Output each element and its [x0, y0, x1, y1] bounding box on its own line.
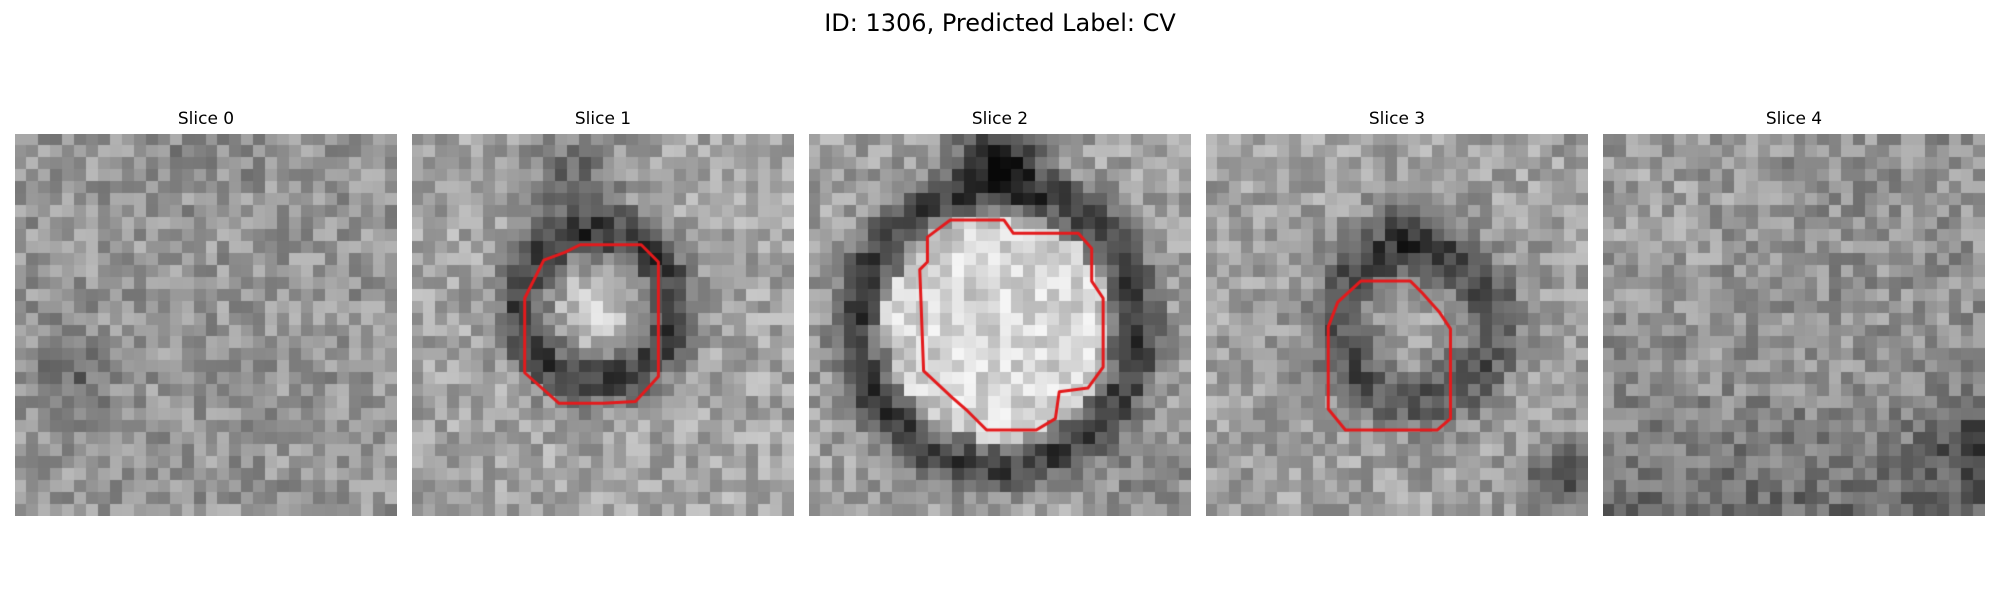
slice-title: Slice 1: [574, 109, 632, 129]
slice-image: [809, 134, 1191, 516]
slice-title: Slice 2: [971, 109, 1029, 129]
slice-image: [412, 134, 794, 516]
slice-title: Slice 3: [1368, 109, 1426, 129]
slice-title: Slice 0: [177, 109, 235, 129]
figure-title: ID: 1306, Predicted Label: CV: [824, 9, 1176, 37]
slice-image: [1206, 134, 1588, 516]
slice-image: [1603, 134, 1985, 516]
slice-image: [15, 134, 397, 516]
slice-title: Slice 4: [1765, 109, 1823, 129]
